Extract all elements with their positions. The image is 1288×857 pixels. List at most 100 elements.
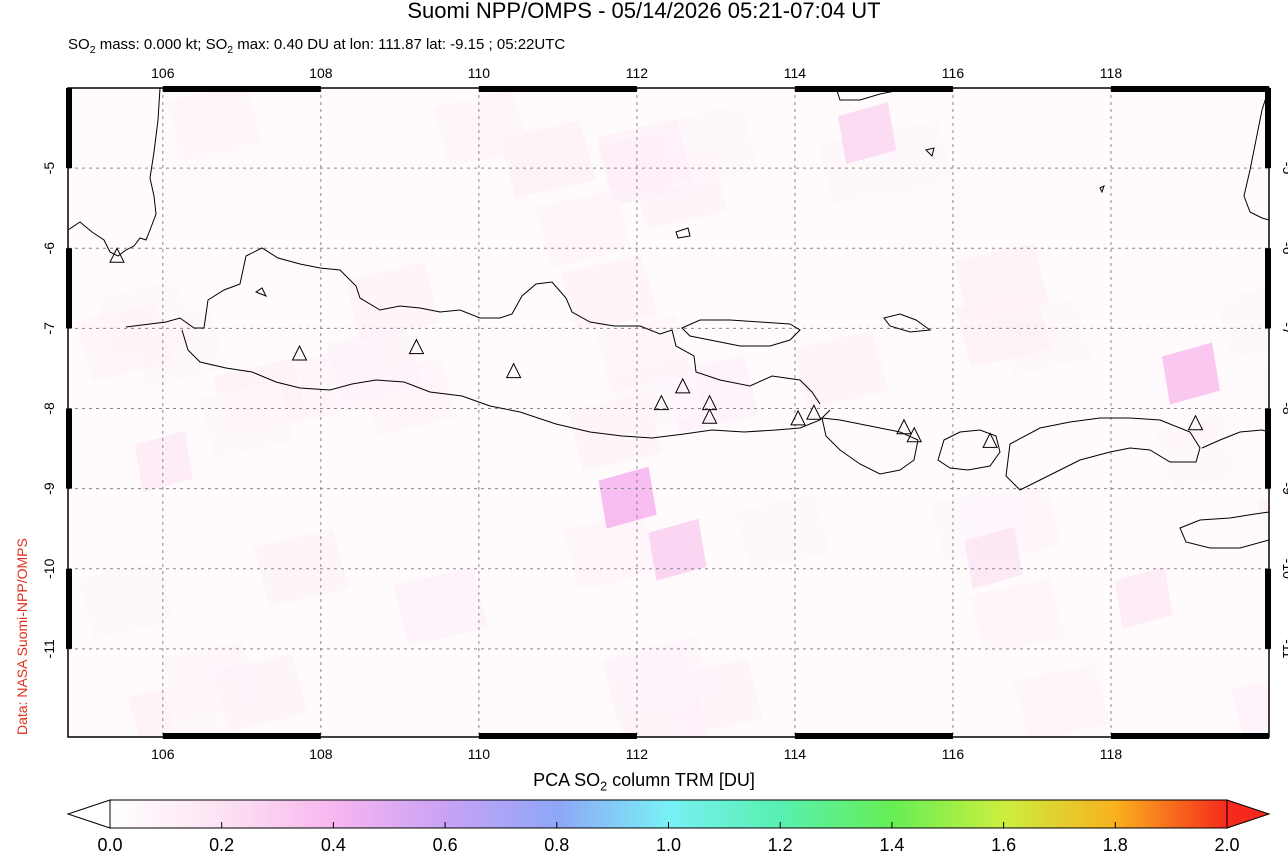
border-bar-left xyxy=(66,408,72,489)
lat-tick-label-left: -9 xyxy=(41,482,57,495)
subtitle-text-c: max: 0.40 DU at lon: 111.87 lat: -9.15 ;… xyxy=(233,36,566,53)
so2-patch xyxy=(563,511,660,590)
coast-sumbawa xyxy=(1005,417,1201,491)
so2-patch xyxy=(253,528,350,607)
colorbar-under-arrow xyxy=(66,799,111,829)
so2-patch xyxy=(167,114,264,193)
lon-tick-label-top: 114 xyxy=(784,65,807,81)
volcano-marker xyxy=(806,404,822,420)
lon-tick-label-bottom: 108 xyxy=(309,746,333,762)
so2-patch xyxy=(130,309,227,388)
volcano-markers xyxy=(109,247,1204,448)
volcano-marker xyxy=(1187,414,1204,431)
so2-patch xyxy=(1065,179,1162,258)
so2-patch xyxy=(618,697,710,737)
subtitle-sub-b: 2 xyxy=(227,44,234,56)
colorbar-tick-label: 1.2 xyxy=(767,835,793,855)
colorbar xyxy=(66,799,1271,829)
border-bar-right xyxy=(1265,408,1271,489)
so2-cell xyxy=(1114,566,1173,629)
volcano-marker xyxy=(906,426,923,443)
so2-patch xyxy=(1231,680,1269,737)
colorbar-tick-label: 0.2 xyxy=(209,835,235,855)
border-bar-bottom xyxy=(162,733,321,739)
so2-patch xyxy=(1257,513,1269,559)
coastlines xyxy=(68,88,1269,549)
so2-patch xyxy=(1215,286,1269,359)
so2-patch xyxy=(596,118,693,197)
so2-cell xyxy=(134,430,193,493)
lat-tick-label-left: -8 xyxy=(41,402,57,415)
border-bar-right xyxy=(1265,568,1271,649)
volcano-marker xyxy=(896,418,912,435)
colorbar-tick-label: 1.6 xyxy=(991,835,1017,855)
so2-patch xyxy=(1144,241,1241,320)
volcano-marker xyxy=(291,344,308,361)
border-bar-left xyxy=(66,88,72,169)
lon-tick-label-top: 106 xyxy=(151,65,175,81)
so2-cell xyxy=(1161,342,1220,405)
volcano-marker xyxy=(701,408,718,424)
axis-labels: 106 106 108 108 110 110 112 112 114 114 116 116 118 1… xyxy=(41,65,1288,762)
so2-patches xyxy=(76,88,1269,737)
so2-patch xyxy=(232,176,329,255)
border-bar-left xyxy=(66,568,72,649)
colorbar-over-arrow xyxy=(1226,799,1271,829)
so2-patch xyxy=(656,433,753,512)
colorbar-tick-label: 1.8 xyxy=(1102,835,1128,855)
lat-tick-label-right: -9 xyxy=(1280,482,1288,495)
lat-tick-label-left: -5 xyxy=(41,162,57,175)
volcano-marker xyxy=(982,432,998,448)
lon-tick-label-bottom: 118 xyxy=(1100,746,1123,762)
map-subtitle: SO2 mass: 0.000 kt; SO2 max: 0.40 DU at … xyxy=(68,36,565,56)
colorbar-tick-label: 0.4 xyxy=(320,835,346,855)
lat-tick-label-left: -7 xyxy=(41,322,57,335)
so2-patch xyxy=(955,289,1052,368)
colorbar-tick-label: 0.0 xyxy=(97,835,123,855)
colorbar-tick-label: 1.0 xyxy=(655,835,682,855)
lat-tick-label-right: -11 xyxy=(1280,639,1288,658)
lat-tick-label-left: -6 xyxy=(41,242,57,255)
map-border-bars xyxy=(66,86,1271,739)
so2-patch xyxy=(701,274,798,353)
lon-tick-label-bottom: 106 xyxy=(151,746,175,762)
lon-tick-label-bottom: 110 xyxy=(468,746,491,762)
so2-patch xyxy=(344,262,441,341)
border-bar-left xyxy=(66,248,72,329)
lat-tick-label-left: -10 xyxy=(41,558,57,578)
colorbar-tick-label: 0.6 xyxy=(432,835,458,855)
so2-patch xyxy=(734,493,831,572)
so2-patch xyxy=(392,567,489,646)
colorbar-tick-label: 2.0 xyxy=(1214,835,1240,855)
lon-tick-label-top: 110 xyxy=(468,65,491,81)
border-bar-top xyxy=(794,86,953,92)
so2-cell xyxy=(964,526,1023,589)
coast-sumatra xyxy=(68,88,161,257)
so2-patch xyxy=(874,252,971,331)
volcano-marker xyxy=(674,377,691,394)
lon-tick-label-bottom: 112 xyxy=(626,746,649,762)
lon-tick-label-top: 112 xyxy=(626,65,649,81)
colorbar-label: PCA SO2 column TRM [DU] xyxy=(0,770,1288,794)
colorbar-label-sub: 2 xyxy=(600,779,608,794)
subtitle-text-b: mass: 0.000 kt; SO xyxy=(95,36,228,53)
coast-lombok xyxy=(937,429,1001,471)
lon-tick-label-bottom: 114 xyxy=(784,746,807,762)
volcano-marker xyxy=(653,394,670,411)
lat-tick-label-right: -7 xyxy=(1280,322,1288,335)
so2-patch xyxy=(212,653,309,732)
border-bar-right xyxy=(1265,88,1271,169)
colorbar-tick-label: 0.8 xyxy=(544,835,570,855)
lat-tick-label-right: -5 xyxy=(1280,162,1288,175)
so2-cell xyxy=(598,466,657,529)
lat-tick-label-right: -10 xyxy=(1280,559,1288,579)
lat-tick-label-left: -11 xyxy=(41,639,57,658)
so2-patch xyxy=(792,330,889,409)
so2-patch xyxy=(433,89,530,168)
so2-patch xyxy=(1013,663,1110,737)
border-bar-bottom xyxy=(794,733,953,739)
coast-islands xyxy=(254,147,1105,333)
graticule xyxy=(68,88,1269,737)
so2-patch xyxy=(595,314,692,393)
